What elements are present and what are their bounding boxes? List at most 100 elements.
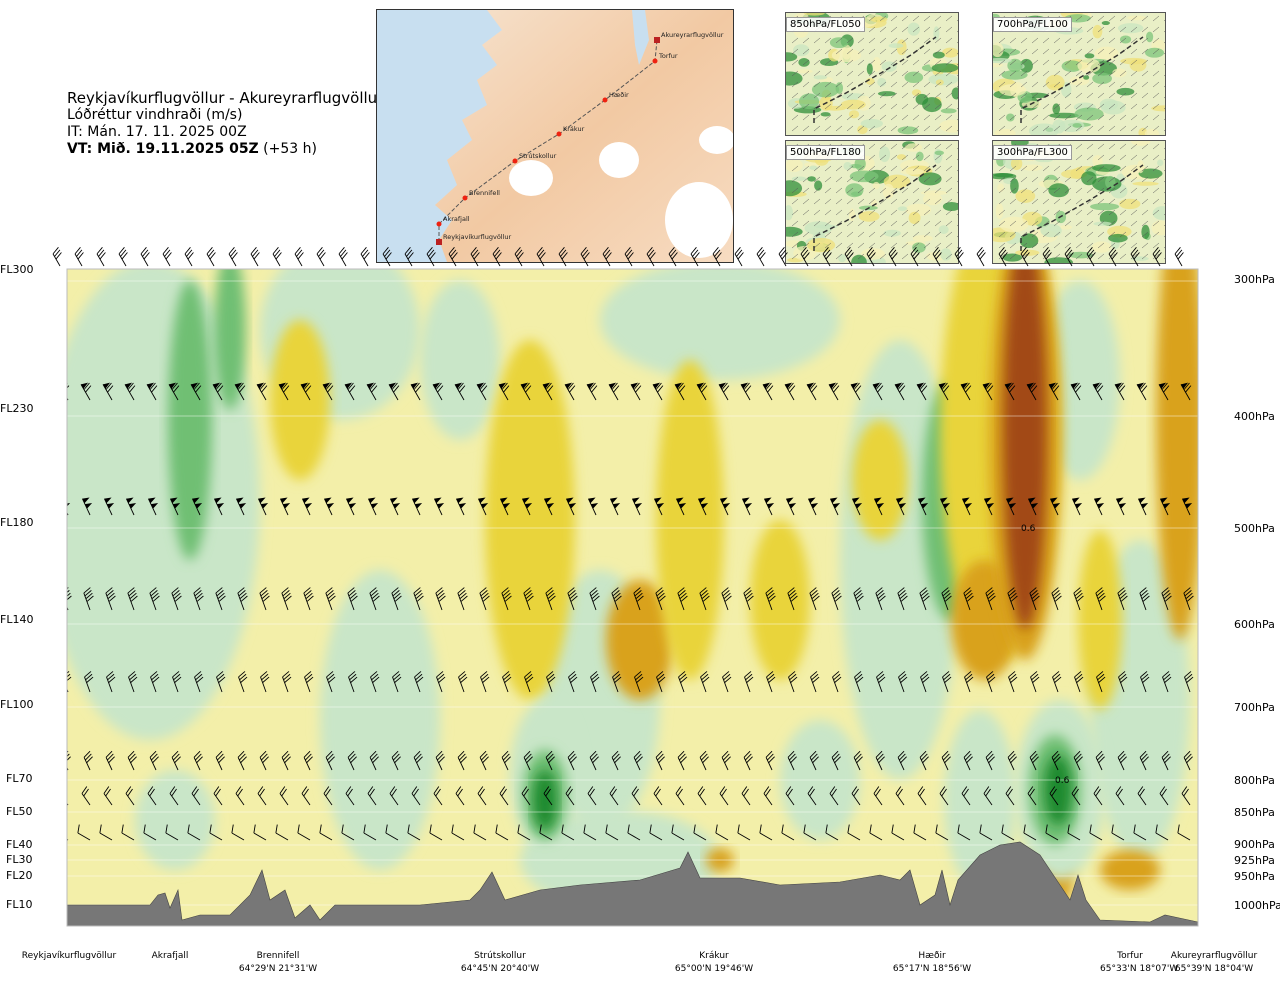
wind-barb: [213, 786, 223, 806]
mini-panel-barb: [1075, 59, 1083, 66]
top-wind-barb: [382, 246, 392, 267]
mini-panel-patch: [911, 89, 922, 96]
mini-panel-patch: [849, 170, 879, 183]
mini-panel-barb: [868, 176, 876, 183]
mini-panel-barb: [802, 114, 810, 121]
wind-barb: [1111, 824, 1125, 841]
mini-panel-barb: [1031, 81, 1039, 88]
mini-panel-barb: [1009, 220, 1017, 227]
top-wind-barb: [96, 246, 106, 267]
mini-panel-barb: [857, 198, 865, 205]
mini-panel-barb: [1108, 198, 1116, 205]
mini-panel-patch: [881, 61, 897, 72]
mini-panel-barb: [1064, 231, 1072, 238]
wind-barb: [1005, 786, 1015, 806]
wind-barb: [542, 382, 554, 401]
ylabel-right-4: 700hPa: [1234, 701, 1275, 714]
mini-panel-barb: [1031, 59, 1039, 66]
wind-barb: [1089, 824, 1103, 841]
velocity-cell: [1078, 530, 1122, 710]
mini-panel-patch: [912, 235, 933, 242]
mini-panel-barb: [1009, 37, 1017, 44]
wind-barb: [479, 587, 490, 611]
mini-panel-barb: [879, 48, 887, 55]
mini-panel-barb: [1119, 125, 1127, 132]
wind-barb: [215, 750, 225, 771]
mini-panel-patch: [897, 126, 919, 135]
mini-panel-barb: [879, 187, 887, 194]
mini-panel-barb: [998, 242, 1006, 249]
top-wind-barb: [910, 246, 920, 267]
mini-panel-barb: [945, 48, 953, 55]
mini-panel-patch: [861, 248, 885, 260]
mini-panel-barb: [835, 242, 843, 249]
mini-panel-barb: [868, 143, 876, 150]
mini-panel-barb: [1031, 242, 1039, 249]
mini-panel-barb: [1152, 209, 1160, 216]
mini-panel-barb: [1009, 70, 1017, 77]
wind-barb: [411, 786, 421, 806]
wind-barb: [633, 587, 644, 611]
mini-panel-barb: [1119, 92, 1127, 99]
mini-panel-barb: [824, 187, 832, 194]
mini-panel-barb: [923, 125, 931, 132]
mini-panel-patch: [786, 226, 803, 237]
mini-panel-barb: [1064, 220, 1072, 227]
wind-barb: [589, 587, 600, 611]
route-map: Reykjavíkurflugvöllur Akrafjall Brennifell…: [376, 9, 734, 263]
mini-panel-barb: [998, 198, 1006, 205]
mini-panel-barb: [1108, 209, 1116, 216]
mini-panel-barb: [1086, 114, 1094, 121]
mini-panel-barb: [1075, 70, 1083, 77]
mini-panel-barb: [998, 59, 1006, 66]
wind-barb: [1159, 786, 1169, 806]
mini-panel-barb: [791, 209, 799, 216]
wind-barb: [279, 786, 289, 806]
mini-panel-barb: [835, 114, 843, 121]
wind-barb: [759, 824, 773, 841]
wind-barb: [501, 750, 511, 771]
mini-panel-barb: [912, 198, 920, 205]
mini-panel-barb: [1053, 92, 1061, 99]
mini-panel-barb: [901, 103, 909, 110]
mini-panel-patch: [807, 176, 816, 182]
mini-panel-barb: [1086, 209, 1094, 216]
wind-barb: [499, 497, 511, 516]
wind-barb: [876, 671, 886, 693]
ylabel-right-10: 1000hPa: [1234, 899, 1280, 912]
mini-panel-barb: [1064, 198, 1072, 205]
mini-panel-barb: [923, 48, 931, 55]
mini-panel-barb: [998, 125, 1006, 132]
mini-panel-barb: [945, 253, 953, 260]
mini-panel-patch: [860, 118, 883, 129]
velocity-cell: [1044, 755, 1072, 825]
mini-panel-patch: [1092, 72, 1112, 85]
mini-panel-barb: [934, 59, 942, 66]
xlabel-akureyri-name: Akureyrarflugvöllur: [1170, 951, 1258, 961]
mini-panel-barb: [890, 15, 898, 22]
mini-panel-barb: [901, 198, 909, 205]
wind-barb: [539, 824, 553, 841]
mini-panel-patch: [1010, 178, 1019, 194]
mini-panel-patch: [1101, 20, 1110, 26]
wind-barb: [809, 587, 820, 611]
top-wind-barb: [1174, 246, 1184, 267]
ylabel-right-3: 600hPa: [1234, 618, 1275, 631]
mini-panel-patch: [877, 91, 896, 97]
wind-barb: [545, 587, 556, 611]
mini-panel-barb: [923, 209, 931, 216]
mini-panel-barb: [868, 154, 876, 161]
wind-barb: [825, 824, 839, 841]
mini-panel-patch: [940, 108, 957, 114]
mini-panel-barb: [1141, 37, 1149, 44]
mini-panel-barb: [1130, 209, 1138, 216]
mini-panel-barb: [879, 92, 887, 99]
wind-barb: [693, 824, 707, 841]
mini-panel-barb: [791, 48, 799, 55]
xlabel-brennifell: Brennifell 64°29'N 21°31'W: [228, 950, 328, 976]
mini-panel-barb: [857, 37, 865, 44]
top-wind-barb: [404, 246, 414, 267]
mini-panel-patch: [791, 176, 807, 181]
wind-barb: [124, 382, 136, 401]
mini-panel-barb: [945, 92, 953, 99]
